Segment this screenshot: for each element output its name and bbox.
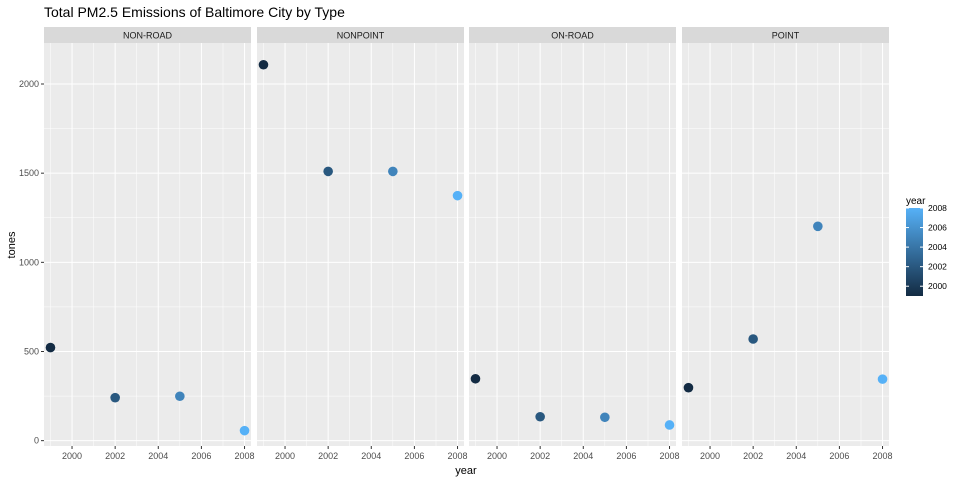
x-tick-label: 2000	[487, 451, 507, 461]
data-point	[683, 382, 694, 393]
panel-background	[44, 43, 251, 446]
facet-strip-label: ON-ROAD	[551, 31, 594, 41]
legend-label: 2000	[928, 281, 947, 291]
facet-strip	[257, 27, 464, 43]
x-tick-label: 2004	[148, 451, 168, 461]
chart-title: Total PM2.5 Emissions of Baltimore City …	[44, 4, 345, 20]
panel-background	[469, 43, 676, 446]
x-tick-label: 2006	[191, 451, 211, 461]
legend: year 2008 2006 2004 2002 2000	[906, 196, 947, 296]
legend-label: 2008	[928, 203, 947, 213]
data-point	[470, 373, 481, 384]
data-point	[323, 166, 333, 177]
facet-strip-label: NON-ROAD	[123, 31, 172, 41]
facet-strip	[469, 27, 676, 43]
x-tick-label: 2004	[786, 451, 806, 461]
y-tick-label: 2000	[19, 79, 39, 89]
data-point	[600, 412, 610, 423]
x-tick-label: 2002	[318, 451, 338, 461]
x-tick-label: 2006	[829, 451, 849, 461]
data-point	[388, 166, 398, 177]
x-tick-label: 2000	[62, 451, 82, 461]
y-axis-title: tones	[6, 231, 18, 258]
y-tick-label: 1500	[19, 168, 39, 178]
x-tick-label: 2004	[361, 451, 381, 461]
data-point	[110, 392, 120, 403]
legend-label: 2004	[928, 242, 947, 252]
data-point	[535, 411, 545, 422]
facet-panel: NON-ROAD 2000 2002 2004 2006 2008	[44, 27, 255, 461]
data-point	[239, 425, 250, 436]
data-point	[175, 391, 185, 402]
facet-strip-label: NONPOINT	[337, 31, 385, 41]
legend-title: year	[906, 196, 926, 207]
data-point	[452, 190, 463, 201]
facet-strip	[44, 27, 251, 43]
legend-label: 2002	[928, 262, 947, 272]
x-tick-label: 2004	[573, 451, 593, 461]
facet-panel: POINT 2000 2002 2004 2006 2008	[682, 27, 893, 461]
data-point	[877, 374, 888, 384]
facet-strip	[682, 27, 889, 43]
data-point	[748, 334, 758, 344]
x-tick-label: 2008	[873, 451, 893, 461]
x-tick-label: 2000	[700, 451, 720, 461]
panel-background	[682, 43, 889, 446]
data-point	[45, 342, 56, 353]
legend-label: 2006	[928, 223, 947, 233]
y-tick-label: 0	[34, 436, 39, 446]
data-point	[664, 420, 675, 430]
facet-panel: NONPOINT 2000 2002 2004 2006 2008	[257, 27, 468, 461]
x-tick-label: 2008	[660, 451, 680, 461]
x-tick-label: 2002	[105, 451, 125, 461]
x-axis-title: year	[455, 465, 477, 477]
facet-strip-label: POINT	[772, 31, 800, 41]
panel-background	[257, 43, 464, 446]
legend-colorbar	[906, 208, 923, 296]
y-tick-label: 1000	[19, 257, 39, 267]
y-tick-label: 500	[24, 346, 39, 356]
x-tick-label: 2000	[275, 451, 295, 461]
data-point	[258, 59, 269, 70]
x-tick-label: 2008	[448, 451, 468, 461]
x-tick-label: 2006	[616, 451, 636, 461]
facet-panels: NON-ROAD 2000 2002 2004 2006 2008 NONPOINT 2000…	[19, 27, 893, 461]
facet-panel: ON-ROAD 2000 2002 2004 2006 2008	[469, 27, 680, 461]
x-tick-label: 2008	[235, 451, 255, 461]
x-tick-label: 2002	[743, 451, 763, 461]
data-point	[813, 221, 823, 232]
x-tick-label: 2006	[404, 451, 424, 461]
x-tick-label: 2002	[530, 451, 550, 461]
